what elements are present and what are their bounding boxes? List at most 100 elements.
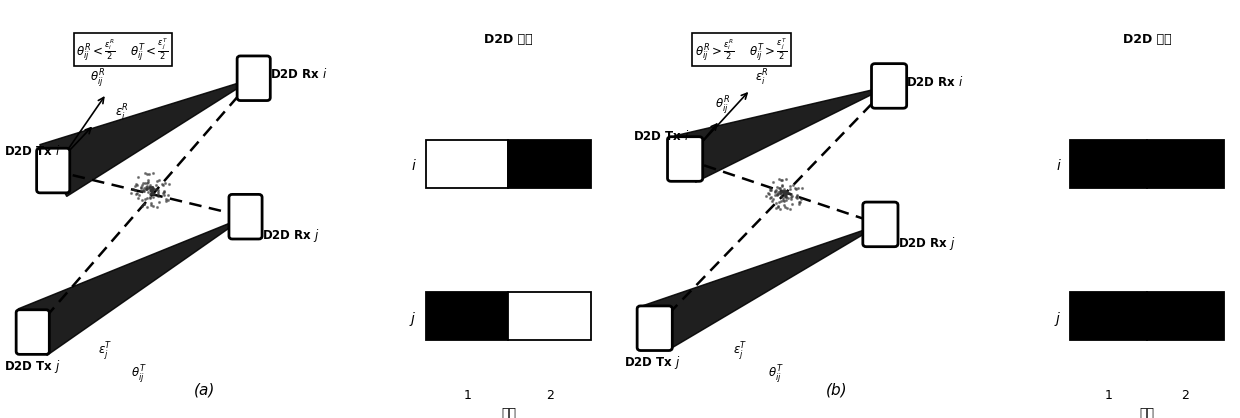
Point <box>775 188 795 195</box>
Point <box>775 191 795 197</box>
Point <box>134 179 154 186</box>
Point <box>143 186 162 193</box>
Point <box>775 190 795 197</box>
Point <box>771 190 791 196</box>
Point <box>139 171 159 178</box>
Point <box>141 183 161 190</box>
Point <box>154 192 174 199</box>
Point <box>138 189 157 196</box>
Point <box>156 198 176 204</box>
Point <box>776 189 796 196</box>
Point <box>775 193 795 200</box>
Point <box>771 182 791 189</box>
Point <box>782 201 802 208</box>
Point <box>134 187 154 194</box>
Point <box>157 196 177 203</box>
Point <box>775 191 795 198</box>
Point <box>126 190 146 196</box>
Point <box>780 182 800 189</box>
Point <box>134 201 154 207</box>
Point <box>756 193 776 199</box>
Point <box>133 186 153 193</box>
Point <box>140 186 160 193</box>
Point <box>776 192 796 199</box>
Point <box>776 190 796 196</box>
Point <box>141 186 161 193</box>
Point <box>138 171 157 178</box>
Point <box>765 189 785 196</box>
Point <box>786 192 806 199</box>
Point <box>140 181 160 188</box>
Point <box>775 193 795 199</box>
Text: $\theta_{ij}^T$: $\theta_{ij}^T$ <box>768 364 784 386</box>
Text: $\varepsilon_i^R$: $\varepsilon_i^R$ <box>114 103 129 123</box>
Point <box>140 194 160 200</box>
Point <box>768 191 787 198</box>
Point <box>764 195 784 202</box>
Text: D2D Rx $i$: D2D Rx $i$ <box>270 67 327 82</box>
Text: $\theta_{ij}^R$: $\theta_{ij}^R$ <box>715 95 730 117</box>
Point <box>781 194 801 201</box>
Point <box>775 190 795 197</box>
Point <box>138 186 157 193</box>
Text: D2D Rx $j$: D2D Rx $j$ <box>898 235 956 252</box>
Point <box>126 181 146 187</box>
Text: $\theta_{ij}^R < \frac{\varepsilon_i^R}{2}$    $\theta_{ij}^T < \frac{\varepsilo: $\theta_{ij}^R < \frac{\varepsilon_i^R}{… <box>77 36 169 63</box>
Point <box>777 205 797 212</box>
Point <box>129 174 149 181</box>
Point <box>792 185 812 192</box>
Point <box>138 194 157 201</box>
Point <box>786 194 806 200</box>
Point <box>141 186 161 193</box>
Point <box>148 204 167 210</box>
Text: $\theta_{ij}^R > \frac{\varepsilon_i^R}{2}$    $\theta_{ij}^T > \frac{\varepsilo: $\theta_{ij}^R > \frac{\varepsilon_i^R}{… <box>696 36 787 63</box>
Point <box>143 193 162 200</box>
Point <box>126 191 146 198</box>
Point <box>141 187 161 194</box>
Text: $\varepsilon_i^R$: $\varepsilon_i^R$ <box>754 68 769 88</box>
Point <box>766 205 786 212</box>
Point <box>136 204 156 211</box>
Point <box>786 186 806 193</box>
Point <box>141 189 161 196</box>
Point <box>776 187 796 194</box>
Point <box>777 194 797 201</box>
Point <box>143 190 162 197</box>
Point <box>774 202 794 209</box>
Point <box>128 182 148 189</box>
Point <box>124 186 144 192</box>
Point <box>143 170 162 176</box>
Point <box>781 190 801 197</box>
Point <box>789 198 808 205</box>
Point <box>774 187 794 194</box>
Point <box>771 189 791 196</box>
Point <box>791 195 811 202</box>
Point <box>131 185 151 191</box>
Point <box>768 203 787 210</box>
Point <box>136 185 156 192</box>
Point <box>769 185 789 191</box>
Point <box>139 184 159 191</box>
Point <box>141 186 161 193</box>
Bar <box>1070 292 1147 341</box>
Point <box>148 190 167 197</box>
Point <box>134 185 154 191</box>
Point <box>144 203 164 209</box>
Point <box>146 185 166 192</box>
Point <box>143 185 162 192</box>
Text: D2D Tx $i$: D2D Tx $i$ <box>632 129 689 143</box>
Text: D2D Tx $j$: D2D Tx $j$ <box>625 354 681 371</box>
Point <box>769 199 789 206</box>
FancyBboxPatch shape <box>872 64 906 108</box>
Point <box>791 199 811 206</box>
Point <box>789 184 808 191</box>
Point <box>761 193 781 200</box>
Point <box>775 190 795 196</box>
Point <box>138 177 157 184</box>
Point <box>776 194 796 200</box>
Point <box>143 185 162 191</box>
Point <box>785 185 805 191</box>
Point <box>770 189 790 196</box>
Point <box>159 192 179 199</box>
Point <box>770 184 790 191</box>
